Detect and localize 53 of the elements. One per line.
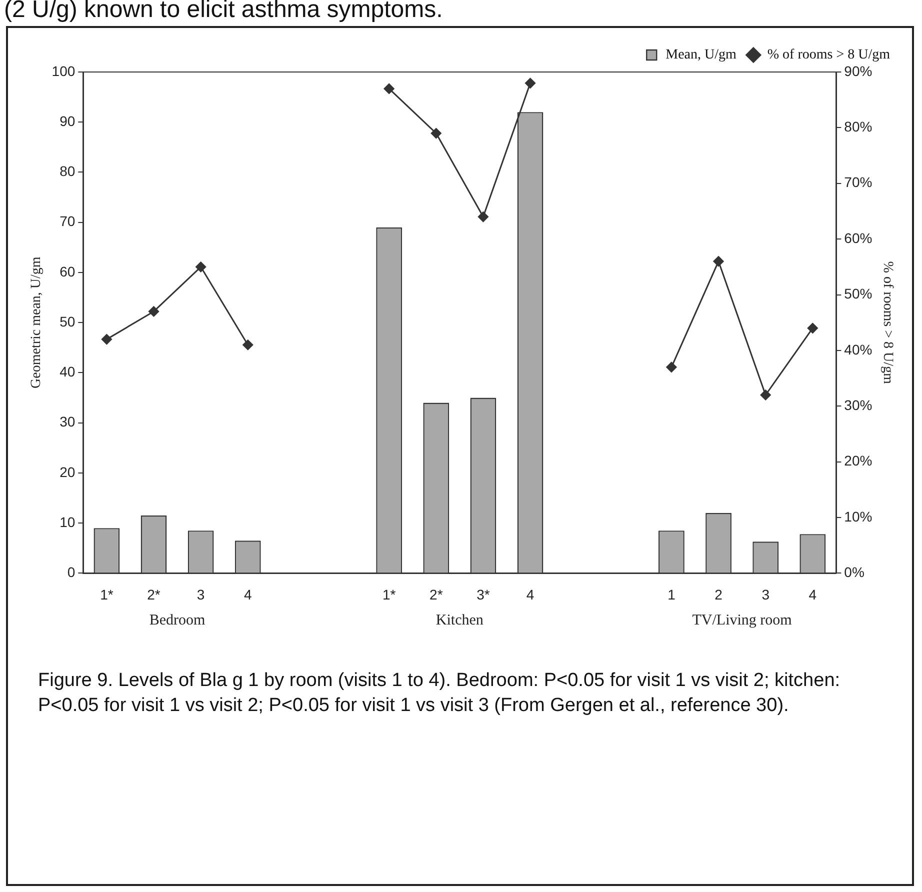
y2-tick-label: 80%	[844, 118, 872, 135]
x-tick-label: 1*	[382, 586, 396, 602]
x-tick-label: 3	[762, 586, 770, 602]
x-tick-label: 4	[244, 586, 252, 602]
y2-tick-label: 90%	[844, 62, 872, 79]
y2-tick-label: 10%	[844, 508, 872, 524]
y-tick-label: 100	[52, 62, 76, 79]
y-tick-label: 90	[60, 112, 76, 129]
legend-label: % of rooms > 8 U/gm	[767, 48, 890, 63]
y-tick-label: 10	[60, 514, 76, 530]
x-tick-label: 2*	[147, 586, 161, 602]
point	[384, 83, 394, 94]
x-tick-label: 2	[714, 586, 723, 602]
x-tick-label: 1	[668, 586, 676, 602]
y2-axis-title: % of rooms > 8 U/gm	[880, 261, 895, 384]
x-tick-label: 4	[526, 586, 534, 602]
x-tick-label: 2*	[430, 586, 444, 602]
point	[196, 262, 206, 272]
point	[713, 256, 724, 267]
point	[242, 340, 254, 350]
y-tick-label: 20	[60, 464, 76, 480]
text: TV/Living room	[692, 612, 792, 629]
x-tick-label: 1*	[100, 586, 114, 602]
point	[430, 128, 442, 139]
y-tick-label: 70	[60, 213, 76, 230]
point	[807, 322, 818, 334]
text: Kitchen	[436, 612, 484, 629]
point	[760, 390, 771, 400]
y2-tick-label: 40%	[844, 341, 872, 358]
y-tick-label: 40	[60, 364, 76, 380]
y2-tick-label: 30%	[844, 396, 872, 413]
caption: Figure 9. Levels of Bla g 1 by room (visits 1 to 4). Bedroom: P<0.05 for visit 1 vs visit 2; kitchen: P<0.05 for visit 1 vs visit 2; P<0.05 for visit 1 vs visit 3 (From Gergen et al., reference 30).	[38, 669, 842, 718]
x-tick-label: 3*	[476, 586, 490, 602]
legend-label: Mean, U/gm	[666, 48, 736, 63]
point	[666, 362, 677, 372]
y-tick-label: 30	[60, 414, 76, 430]
point	[478, 212, 488, 222]
x-tick-label: 3	[196, 586, 205, 602]
y-tick-label: 80	[60, 163, 76, 180]
point	[101, 334, 112, 345]
y2-tick-label: 50%	[844, 286, 872, 302]
y2-tick-label: 70%	[844, 174, 872, 190]
y-axis-title: Geometric mean, U/gm	[29, 256, 44, 388]
y-tick-label: 50	[60, 313, 76, 330]
point	[525, 78, 536, 88]
point	[148, 306, 160, 317]
y-tick-label: 0	[67, 564, 76, 580]
y2-tick-label: 0%	[844, 564, 864, 580]
y2-tick-label: 20%	[844, 452, 872, 469]
x-tick-label: 4	[808, 586, 817, 602]
text: Bedroom	[149, 612, 206, 629]
y-tick-label: 60	[60, 263, 76, 280]
y2-tick-label: 60%	[844, 230, 872, 246]
